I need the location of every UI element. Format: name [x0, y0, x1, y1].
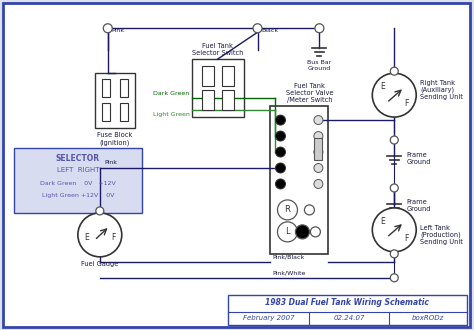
- Text: Pink/White: Pink/White: [273, 271, 306, 276]
- Circle shape: [275, 131, 285, 141]
- Text: Fuse Block
(Ignition): Fuse Block (Ignition): [97, 132, 132, 146]
- Text: SELECTOR: SELECTOR: [56, 153, 100, 162]
- Circle shape: [314, 115, 323, 125]
- Circle shape: [304, 205, 314, 215]
- Bar: [228, 295, 467, 325]
- Circle shape: [390, 184, 398, 192]
- Circle shape: [314, 132, 323, 141]
- Bar: [120, 79, 128, 97]
- Bar: [95, 73, 135, 128]
- Bar: [120, 103, 128, 121]
- Circle shape: [275, 179, 285, 189]
- Bar: [191, 59, 244, 117]
- Text: Dark Green: Dark Green: [154, 91, 190, 96]
- Circle shape: [372, 208, 416, 252]
- Bar: [201, 90, 214, 110]
- Text: F: F: [404, 99, 409, 109]
- Circle shape: [314, 180, 323, 188]
- Circle shape: [315, 24, 324, 33]
- Text: Black: Black: [262, 28, 279, 33]
- Circle shape: [295, 225, 310, 239]
- Circle shape: [275, 147, 285, 157]
- Text: 02.24.07: 02.24.07: [334, 315, 365, 321]
- Text: L: L: [285, 227, 290, 236]
- Text: Right Tank
(Auxiliary)
Sending Unit: Right Tank (Auxiliary) Sending Unit: [420, 80, 463, 100]
- Circle shape: [372, 73, 416, 117]
- Circle shape: [275, 115, 285, 125]
- Text: February 2007: February 2007: [243, 315, 294, 321]
- Circle shape: [253, 24, 262, 33]
- Bar: [102, 103, 110, 121]
- Circle shape: [78, 213, 122, 257]
- Circle shape: [314, 163, 323, 173]
- Text: Frame
Ground: Frame Ground: [406, 151, 431, 165]
- Circle shape: [277, 222, 298, 242]
- Circle shape: [277, 200, 298, 220]
- Text: Frame
Ground: Frame Ground: [406, 199, 431, 213]
- Circle shape: [310, 227, 320, 237]
- Bar: [221, 66, 234, 86]
- Bar: [102, 79, 110, 97]
- Text: Light Green: Light Green: [153, 112, 190, 117]
- Text: E: E: [380, 216, 384, 226]
- Bar: [201, 66, 214, 86]
- Circle shape: [390, 274, 398, 282]
- Text: R: R: [284, 205, 291, 214]
- Circle shape: [390, 136, 398, 144]
- Text: F: F: [404, 234, 409, 243]
- Text: Left Tank
(Production)
Sending Unit: Left Tank (Production) Sending Unit: [420, 225, 463, 245]
- Text: Bus Bar
Ground: Bus Bar Ground: [307, 60, 331, 71]
- Text: F: F: [111, 233, 116, 242]
- Bar: [221, 90, 234, 110]
- Text: Fuel Tank
Selector Valve
/Meter Switch: Fuel Tank Selector Valve /Meter Switch: [286, 83, 333, 103]
- Circle shape: [96, 207, 104, 215]
- Text: Pink/Black: Pink/Black: [273, 255, 305, 260]
- Text: LEFT  RIGHT: LEFT RIGHT: [56, 167, 99, 173]
- Circle shape: [103, 24, 112, 33]
- Text: E: E: [84, 233, 89, 242]
- Text: Light Green +12V    0V: Light Green +12V 0V: [42, 193, 114, 198]
- Circle shape: [314, 148, 323, 156]
- Text: 1983 Dual Fuel Tank Wiring Schematic: 1983 Dual Fuel Tank Wiring Schematic: [265, 298, 429, 307]
- Circle shape: [275, 163, 285, 173]
- Circle shape: [390, 67, 398, 75]
- Text: E: E: [380, 82, 384, 91]
- Text: Pink: Pink: [112, 28, 125, 33]
- Text: Fuel Tank
Selector Switch: Fuel Tank Selector Switch: [192, 43, 243, 56]
- Text: Pink: Pink: [105, 160, 118, 165]
- Text: Fuel Gauge: Fuel Gauge: [81, 261, 118, 267]
- Circle shape: [390, 250, 398, 258]
- Bar: [14, 148, 142, 213]
- Text: boxRODz: boxRODz: [412, 315, 444, 321]
- Bar: [314, 138, 322, 160]
- Bar: [271, 106, 328, 254]
- Text: Dark Green    0V   +12V: Dark Green 0V +12V: [40, 182, 116, 186]
